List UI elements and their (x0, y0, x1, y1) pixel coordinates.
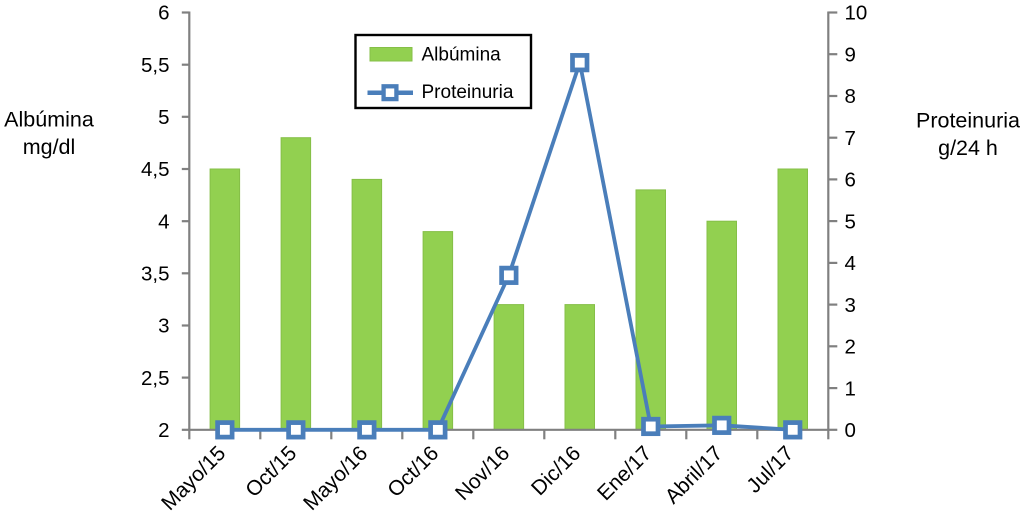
svg-text:5: 5 (845, 210, 856, 233)
svg-text:Albúmina: Albúmina (422, 44, 502, 65)
svg-text:2,5: 2,5 (141, 367, 170, 390)
svg-text:10: 10 (845, 2, 868, 25)
svg-text:0: 0 (845, 419, 856, 442)
svg-text:Proteinuria: Proteinuria (422, 82, 514, 103)
svg-text:1: 1 (845, 377, 856, 400)
svg-text:3: 3 (845, 294, 856, 317)
svg-text:6: 6 (158, 2, 169, 25)
svg-text:Albúmina: Albúmina (4, 108, 94, 132)
svg-text:3: 3 (158, 315, 169, 338)
svg-text:9: 9 (845, 43, 856, 66)
svg-text:2: 2 (158, 419, 169, 442)
svg-text:8: 8 (845, 85, 856, 108)
svg-text:5,5: 5,5 (141, 54, 170, 77)
svg-text:6: 6 (845, 169, 856, 192)
svg-text:4: 4 (158, 210, 169, 233)
svg-text:4,5: 4,5 (141, 158, 170, 181)
svg-text:5: 5 (158, 106, 169, 129)
svg-text:3,5: 3,5 (141, 263, 170, 286)
svg-text:4: 4 (845, 252, 856, 275)
svg-text:2: 2 (845, 336, 856, 359)
svg-text:g/24 h: g/24 h (938, 136, 998, 160)
svg-text:7: 7 (845, 127, 856, 150)
svg-text:mg/dl: mg/dl (23, 135, 76, 159)
svg-text:Proteinuria: Proteinuria (916, 108, 1020, 132)
